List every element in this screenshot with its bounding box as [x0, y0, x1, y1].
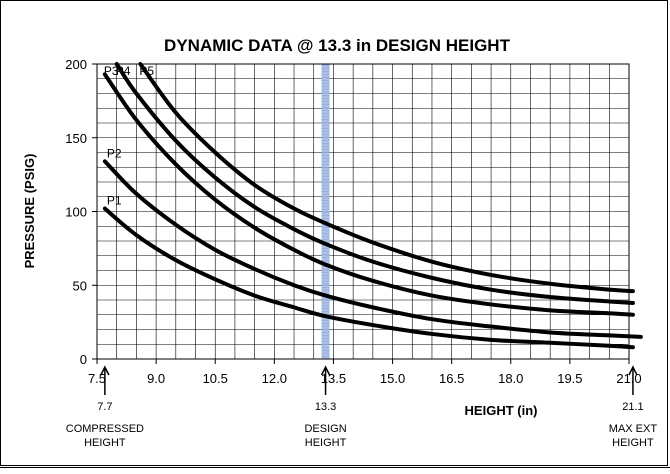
series-label-p3: P3: [104, 64, 119, 78]
annotation-value: 7.7: [97, 401, 112, 413]
series-layer: [102, 62, 643, 350]
y-tick-label: 200: [65, 57, 87, 72]
x-tick-label: 13.5: [321, 371, 346, 386]
y-tick-label: 100: [65, 205, 87, 220]
y-tick-label: 150: [65, 131, 87, 146]
x-tick-label: 18.0: [498, 371, 523, 386]
annotations: 7.7 COMPRESSED HEIGHT 13.3 DESIGN HEIGHT 21.1 M…: [66, 365, 658, 449]
x-tick-label: 9.0: [147, 371, 165, 386]
x-tick-label: 21.0: [616, 371, 641, 386]
annotation-arrow-head: [100, 365, 110, 376]
y-tick-label: 0: [80, 352, 87, 367]
series-line-p5: [138, 62, 635, 294]
series-label-p2: P2: [107, 146, 122, 160]
x-axis-label: HEIGHT (in): [465, 403, 538, 418]
x-tick-label: 15.0: [380, 371, 405, 386]
annotation-label: HEIGHT: [305, 437, 347, 449]
annotation-label: COMPRESSED: [66, 423, 144, 435]
annotation-arrow-head: [628, 365, 638, 376]
annotation-arrow-head: [320, 365, 331, 376]
chart-title: DYNAMIC DATA @ 13.3 in DESIGN HEIGHT: [164, 36, 511, 55]
minor-grid: [96, 63, 630, 360]
annotation-label: DESIGN: [304, 423, 346, 435]
annotation-value: 21.1: [622, 401, 643, 413]
x-tick-label: 7.5: [88, 371, 106, 386]
design-height-band-rect: [321, 64, 330, 359]
x-tick-label: 19.5: [557, 371, 582, 386]
series-label-p4: P4: [116, 64, 131, 78]
x-tick-label: 10.5: [203, 371, 228, 386]
series-line-p3: [102, 72, 635, 317]
bottom-rule: [0, 467, 670, 474]
annotation-label: MAX EXT: [609, 423, 658, 435]
annotation-value: 13.3: [315, 401, 336, 413]
x-axis-ticks: 7.5 9.0 10.5 12.0 13.5 15.0 16.5 18.0 19.5 21.0: [88, 359, 642, 386]
x-tick-label: 12.0: [262, 371, 287, 386]
series-line-p2: [102, 159, 643, 339]
annotation-label: HEIGHT: [84, 437, 126, 449]
y-axis-ticks: 0 50 100 150 200: [65, 57, 97, 367]
y-tick-label: 50: [73, 278, 87, 293]
x-tick-label: 16.5: [439, 371, 464, 386]
annotation-label: HEIGHT: [612, 437, 654, 449]
series-line-p4: [114, 62, 635, 305]
series-label-p5: P5: [139, 64, 154, 78]
y-axis-label: PRESSURE (PSIG): [22, 154, 37, 269]
series-line-p1: [102, 206, 635, 350]
series-label-p1: P1: [107, 194, 122, 208]
